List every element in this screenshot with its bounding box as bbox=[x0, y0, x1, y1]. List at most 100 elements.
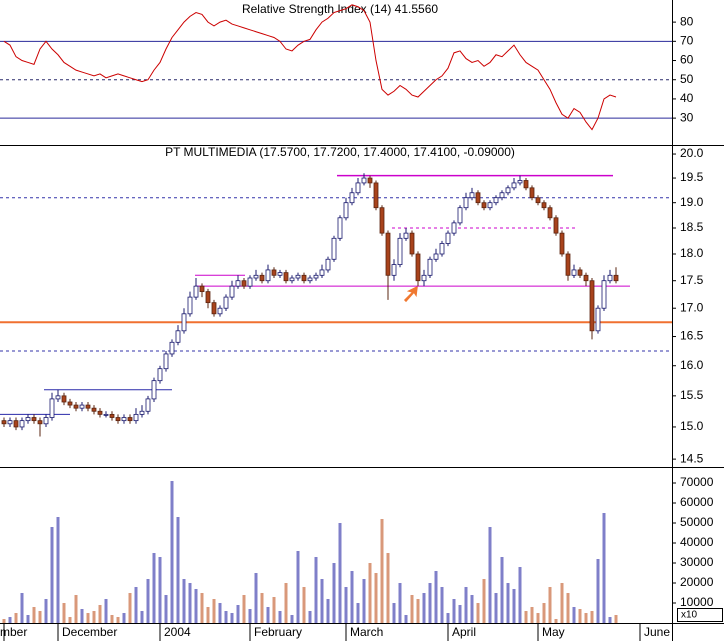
volume-bar bbox=[338, 523, 342, 623]
volume-bar bbox=[176, 517, 180, 623]
volume-bar bbox=[200, 593, 204, 623]
y-tick-label: 18.0 bbox=[680, 246, 704, 260]
volume-bar bbox=[188, 583, 192, 623]
candle-body bbox=[547, 207, 553, 219]
volume-bar bbox=[614, 615, 618, 623]
volume-bar bbox=[470, 595, 474, 623]
candle-body bbox=[253, 274, 259, 279]
volume-bar bbox=[560, 583, 564, 623]
y-tick-label: 15.5 bbox=[680, 388, 704, 402]
volume-bar bbox=[158, 557, 162, 623]
volume-bar bbox=[170, 481, 174, 623]
volume-bar bbox=[314, 557, 318, 623]
volume-bar bbox=[74, 595, 78, 623]
volume-unit-label: x10 bbox=[681, 610, 698, 621]
volume-bar bbox=[212, 599, 216, 623]
volume-bar bbox=[194, 589, 198, 623]
y-tick-label: 15.0 bbox=[680, 419, 704, 433]
candle-body bbox=[415, 253, 421, 282]
candle-body bbox=[355, 182, 361, 194]
candle-body bbox=[31, 417, 37, 422]
volume-bar bbox=[272, 597, 276, 623]
volume-bar bbox=[398, 583, 402, 623]
volume-bar bbox=[566, 593, 570, 623]
volume-bar bbox=[32, 607, 36, 623]
candle-body bbox=[331, 237, 337, 260]
candle-body bbox=[7, 420, 13, 425]
candle-body bbox=[559, 232, 565, 255]
x-tick-label: February bbox=[254, 625, 302, 639]
candle-body bbox=[463, 197, 469, 209]
y-tick-label: 40 bbox=[680, 91, 694, 105]
y-tick-label: 19.0 bbox=[680, 195, 704, 209]
volume-bar bbox=[392, 603, 396, 623]
y-tick-label: 30000 bbox=[680, 555, 714, 569]
volume-bar bbox=[464, 587, 468, 623]
volume-bar bbox=[446, 613, 450, 623]
candle-body bbox=[451, 222, 457, 234]
volume-bar bbox=[86, 613, 90, 623]
volume-bar bbox=[38, 611, 42, 623]
volume-bar bbox=[410, 595, 414, 623]
candle-body bbox=[295, 274, 301, 279]
volume-bar bbox=[236, 605, 240, 623]
volume-bar bbox=[242, 595, 246, 623]
volume-bar bbox=[572, 607, 576, 623]
volume-bar bbox=[134, 587, 138, 623]
volume-bar bbox=[428, 583, 432, 623]
volume-bar bbox=[374, 573, 378, 623]
volume-bar bbox=[344, 587, 348, 623]
volume-bar bbox=[602, 513, 606, 623]
volume-bar bbox=[224, 611, 228, 623]
candle-body bbox=[403, 232, 409, 239]
candle-body bbox=[85, 404, 91, 409]
x-tick-label: 2004 bbox=[164, 625, 191, 639]
candle-body bbox=[97, 410, 103, 415]
volume-bar bbox=[104, 599, 108, 623]
candle-body bbox=[607, 274, 613, 282]
candle-body bbox=[133, 413, 139, 422]
candle-body bbox=[277, 272, 283, 276]
candle-body bbox=[271, 269, 277, 276]
candle-body bbox=[319, 269, 325, 276]
candle-body bbox=[595, 307, 601, 332]
candle-body bbox=[367, 177, 373, 184]
candle-body bbox=[439, 243, 445, 255]
x-tick-label: March bbox=[350, 625, 383, 639]
candle-body bbox=[1, 420, 7, 425]
candle-body bbox=[55, 395, 61, 400]
volume-bar bbox=[14, 613, 18, 623]
candle-body bbox=[79, 404, 85, 409]
volume-bar bbox=[524, 611, 528, 623]
candle-body bbox=[13, 420, 19, 428]
volume-bar bbox=[386, 553, 390, 623]
candle-body bbox=[163, 353, 169, 370]
candle-body bbox=[259, 274, 265, 282]
volume-bar bbox=[182, 579, 186, 623]
candle-body bbox=[49, 398, 55, 418]
x-tick-label: December bbox=[62, 625, 117, 639]
candle-body bbox=[487, 202, 493, 209]
candle-body bbox=[583, 274, 589, 282]
y-tick-label: 19.5 bbox=[680, 170, 704, 184]
volume-bar bbox=[260, 593, 264, 623]
rsi-title: Relative Strength Index (14) 41.5560 bbox=[242, 2, 438, 16]
volume-bar bbox=[116, 617, 120, 623]
candle-body bbox=[613, 274, 619, 282]
y-tick-label: 16.5 bbox=[680, 329, 704, 343]
volume-bar bbox=[326, 599, 330, 623]
y-tick-label: 40000 bbox=[680, 535, 714, 549]
y-tick-label: 17.5 bbox=[680, 273, 704, 287]
volume-bar bbox=[554, 619, 558, 623]
volume-bar bbox=[68, 617, 72, 623]
candle-body bbox=[517, 180, 523, 184]
volume-bar bbox=[128, 593, 132, 623]
candle-body bbox=[391, 264, 397, 276]
volume-bar bbox=[440, 587, 444, 623]
candle-body bbox=[589, 280, 595, 332]
candle-body bbox=[283, 272, 289, 282]
candle-body bbox=[193, 285, 199, 298]
volume-bar bbox=[2, 619, 6, 623]
